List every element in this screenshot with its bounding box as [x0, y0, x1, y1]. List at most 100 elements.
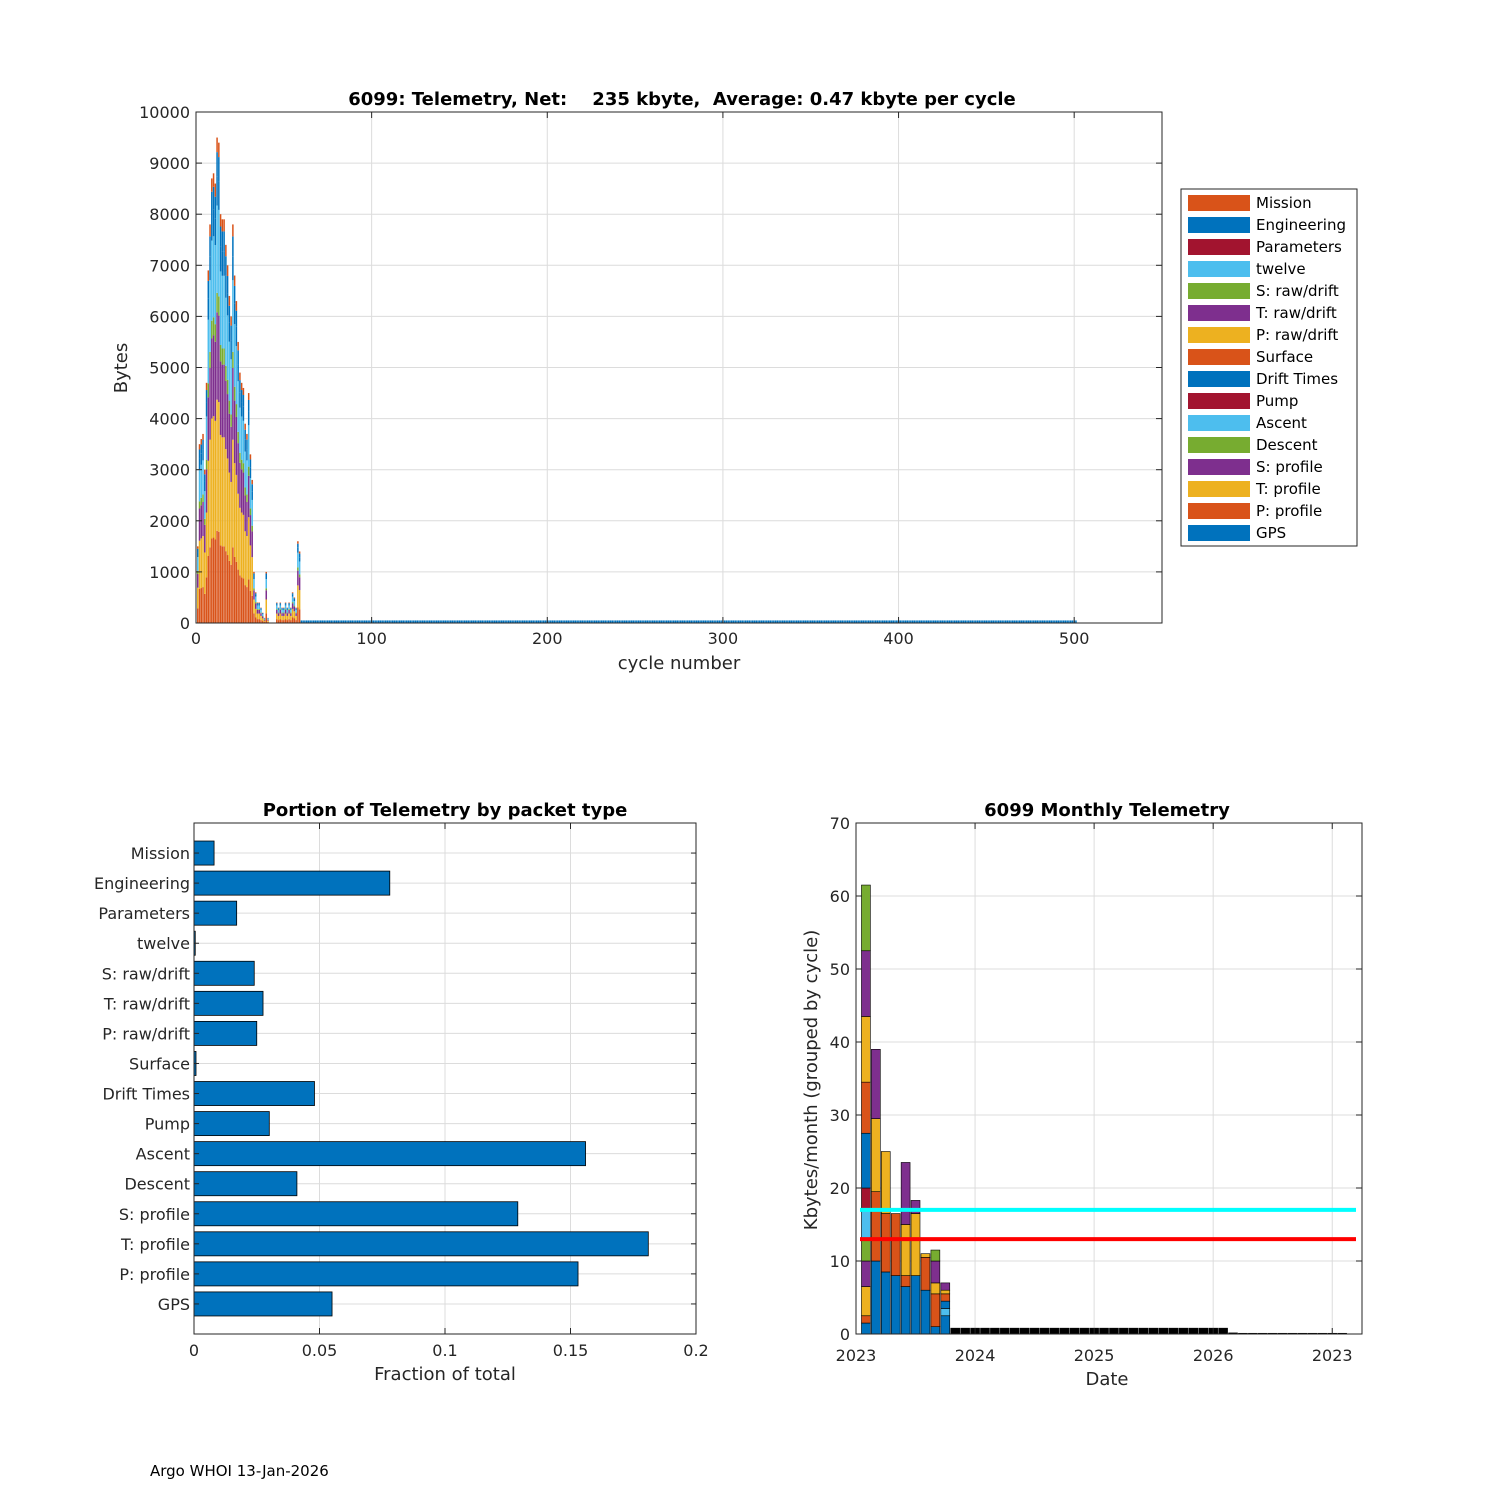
cycle-bar-inactive	[441, 620, 443, 623]
packet-type-bar	[193, 870, 391, 896]
cycle-bar-inactive	[910, 620, 912, 623]
cycle-bar-segment	[239, 407, 241, 453]
cycle-bar-inactive	[544, 620, 547, 623]
cycle-bar-inactive	[623, 620, 626, 623]
month-bar-segment	[1059, 1327, 1070, 1335]
cycle-bar-segment	[219, 214, 222, 227]
cycle-bar-inactive	[852, 620, 854, 623]
cycle-bar-segment	[207, 397, 210, 461]
month-bar-segment	[940, 1300, 951, 1309]
telemetry-ylabel: Bytes	[111, 343, 132, 394]
y-tick-label: 3000	[149, 461, 190, 480]
cycle-bar-segment	[249, 545, 252, 591]
month-bar-segment	[940, 1289, 951, 1295]
y-tick-label: 0	[840, 1325, 850, 1344]
cycle-bar-inactive	[752, 620, 754, 623]
cycle-bar-inactive	[739, 620, 742, 623]
legend-entry: P: profile	[1256, 502, 1322, 520]
cycle-bar-inactive	[321, 620, 324, 623]
cycle-bar-inactive	[432, 620, 434, 623]
cycle-bar-segment	[281, 620, 283, 623]
cycle-bar-inactive	[416, 620, 419, 623]
cycle-bar-inactive	[802, 620, 805, 623]
telemetry-title: 6099: Telemetry, Net: 235 kbyte, Average…	[348, 89, 1016, 110]
category-label: Drift Times	[102, 1085, 190, 1104]
cycle-bar-inactive	[625, 620, 628, 623]
cycle-bar-inactive	[537, 620, 540, 623]
cycle-bar-inactive	[804, 620, 807, 623]
cycle-bar-inactive	[374, 620, 376, 623]
monthly-axes-box	[855, 822, 1363, 1335]
cycle-bar-segment	[219, 226, 222, 247]
cycle-bar-segment	[276, 609, 278, 614]
cycle-bar-inactive	[351, 620, 354, 623]
cycle-bar-segment	[218, 315, 220, 403]
cycle-bar-segment	[251, 531, 253, 558]
cycle-bar-segment	[277, 608, 280, 610]
cycle-bar-segment	[204, 593, 206, 623]
cycle-bar-inactive	[697, 620, 700, 623]
cycle-bar-segment	[216, 176, 218, 206]
cycle-bar-inactive	[326, 620, 329, 623]
cycle-bar-inactive	[312, 620, 315, 623]
cycle-bar-inactive	[941, 620, 944, 623]
cycle-bar-inactive	[787, 620, 789, 623]
cycle-bar-segment	[205, 382, 208, 391]
cycle-bar-inactive	[1064, 620, 1067, 623]
cycle-bar-segment	[283, 613, 285, 616]
cycle-bar-inactive	[743, 620, 745, 623]
cycle-bar-inactive	[797, 620, 800, 623]
monthly-telemetry-chart: 0 10 20 30 40 50 60 70 2023 2024 2025 2026 2023 6099…	[801, 800, 1363, 1390]
cycle-bar-inactive	[922, 620, 924, 623]
cycle-bar-segment	[214, 183, 217, 197]
cycle-bar-segment	[221, 219, 224, 232]
cycle-bar-inactive	[579, 620, 582, 623]
category-label: Parameters	[98, 904, 190, 923]
cycle-bar-segment	[258, 602, 260, 604]
cycle-bar-segment	[281, 612, 283, 614]
cycle-bar-segment	[260, 608, 262, 610]
cycle-bar-inactive	[848, 620, 851, 623]
cycle-bar-inactive	[730, 620, 733, 623]
portion-xlabel: Fraction of total	[374, 1364, 516, 1385]
packet-type-bar	[193, 1141, 586, 1167]
cycle-bar-inactive	[578, 620, 580, 623]
cycle-bar-inactive	[1041, 620, 1044, 623]
y-tick-label: 7000	[149, 256, 190, 275]
cycle-bar-inactive	[304, 620, 306, 623]
cycle-bar-segment	[223, 251, 225, 276]
x-tick-label: 0.2	[683, 1341, 708, 1360]
cycle-bar-segment	[216, 399, 218, 531]
cycle-bar-segment	[233, 275, 236, 286]
cycle-bar-segment	[265, 599, 268, 614]
cycle-bar-segment	[276, 609, 278, 610]
cycle-bar-inactive	[1011, 620, 1014, 623]
cycle-bar-segment	[242, 463, 245, 473]
cycle-bar-inactive	[453, 620, 455, 623]
cycle-bar-segment	[197, 546, 199, 549]
cycle-bar-segment	[239, 575, 241, 623]
cycle-bar-inactive	[943, 620, 945, 623]
cycle-bar-inactive	[541, 620, 543, 623]
cycle-bar-segment	[251, 525, 253, 532]
cycle-bar-inactive	[463, 620, 466, 623]
cycle-bar-inactive	[776, 620, 779, 623]
packet-type-bar	[193, 1171, 298, 1197]
packet-type-bar	[193, 1231, 649, 1257]
cycle-bar-inactive	[467, 620, 469, 623]
legend-swatch	[1188, 239, 1250, 255]
cycle-bar-segment	[200, 464, 203, 498]
cycle-bar-inactive	[729, 620, 731, 623]
cycle-bar-inactive	[488, 620, 491, 623]
cycle-bar-inactive	[462, 620, 464, 623]
cycle-bar-segment	[216, 292, 218, 313]
cycle-bar-segment	[207, 270, 210, 281]
cycle-bar-segment	[247, 411, 250, 426]
cycle-bar-inactive	[604, 620, 606, 623]
cycle-bar-inactive	[414, 620, 417, 623]
cycle-bar-inactive	[831, 620, 833, 623]
cycle-bar-segment	[200, 588, 203, 623]
cycle-bar-segment	[260, 620, 262, 623]
cycle-bar-inactive	[676, 620, 678, 623]
cycle-bar-inactive	[799, 620, 801, 623]
